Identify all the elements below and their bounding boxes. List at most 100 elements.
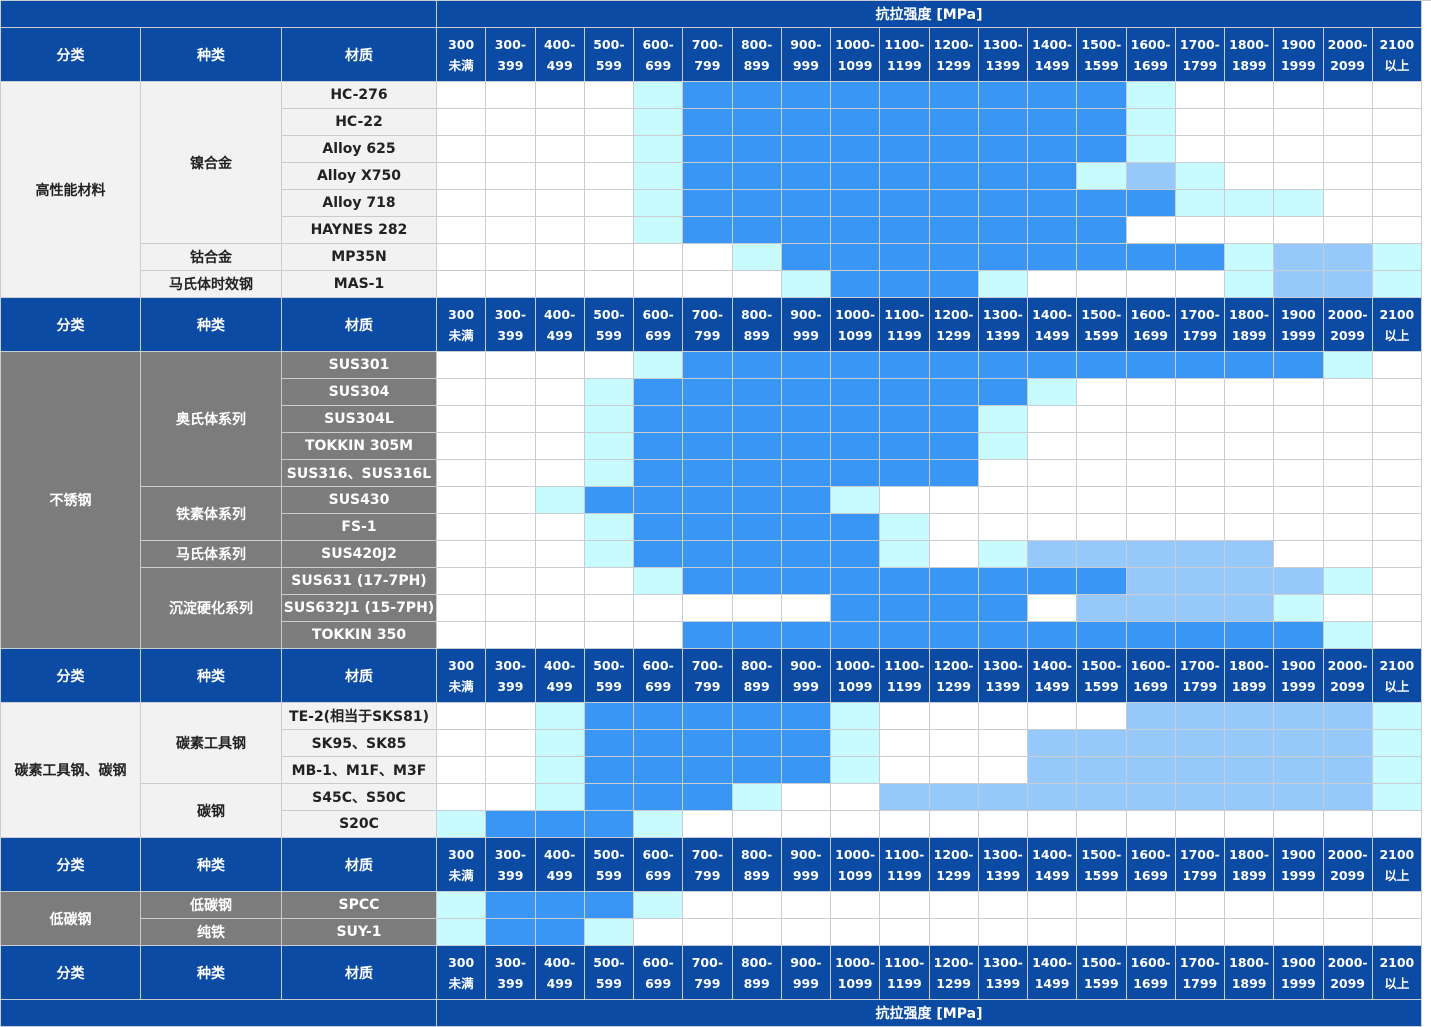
strength-cell — [1323, 622, 1373, 649]
strength-cell — [732, 109, 782, 136]
range-header: 1700- 1799 — [1175, 28, 1225, 82]
strength-cell — [1225, 433, 1275, 460]
range-header-top: 1900 — [1280, 846, 1316, 862]
strength-cell — [1077, 163, 1127, 190]
strength-cell — [1028, 109, 1078, 136]
strength-cell — [1126, 811, 1176, 838]
strength-cell — [683, 811, 733, 838]
range-header-top: 300 — [448, 306, 475, 322]
material-label: SUS420J2 — [282, 541, 437, 568]
header-kind: 种类 — [141, 946, 282, 1000]
strength-cell — [732, 352, 782, 379]
strength-cell — [1077, 352, 1127, 379]
strength-cell — [732, 811, 782, 838]
strength-cell — [1372, 109, 1422, 136]
material-label: Alloy 718 — [282, 190, 437, 217]
strength-cell — [1175, 82, 1225, 109]
range-header: 500- 599 — [584, 298, 634, 352]
strength-cell — [634, 217, 684, 244]
material-label: TOKKIN 350 — [282, 622, 437, 649]
range-header: 900- 999 — [781, 28, 831, 82]
strength-cell — [732, 757, 782, 784]
strength-cell — [929, 406, 979, 433]
strength-cell — [683, 163, 733, 190]
strength-cell — [732, 541, 782, 568]
kind-label: 低碳钢 — [141, 892, 282, 919]
strength-cell — [437, 379, 487, 406]
header-kind: 种类 — [141, 298, 282, 352]
strength-cell — [1372, 136, 1422, 163]
range-header: 800- 899 — [732, 946, 782, 1000]
range-header-bottom: 以上 — [1384, 867, 1410, 883]
kind-label: 纯铁 — [141, 919, 282, 946]
material-label: Alloy X750 — [282, 163, 437, 190]
strength-cell — [732, 784, 782, 811]
strength-cell — [1225, 244, 1275, 271]
range-header-top: 2000- — [1327, 846, 1368, 862]
range-header-top: 1400- — [1032, 36, 1073, 52]
kind-label: 碳钢 — [141, 784, 282, 838]
category-label: 高性能材料 — [1, 82, 141, 298]
material-label: HAYNES 282 — [282, 217, 437, 244]
range-header-bottom: 599 — [595, 867, 622, 883]
strength-cell — [584, 244, 634, 271]
strength-cell — [1077, 622, 1127, 649]
strength-cell — [1175, 136, 1225, 163]
strength-cell — [584, 757, 634, 784]
strength-cell — [1323, 82, 1373, 109]
range-header-bottom: 1499 — [1034, 678, 1070, 694]
strength-cell — [634, 244, 684, 271]
strength-cell — [486, 541, 536, 568]
strength-cell — [1077, 109, 1127, 136]
strength-cell — [1323, 541, 1373, 568]
strength-cell — [1028, 379, 1078, 406]
range-header-bottom: 999 — [792, 867, 819, 883]
strength-cell — [1077, 406, 1127, 433]
strength-cell — [634, 784, 684, 811]
range-header-bottom: 799 — [694, 867, 721, 883]
range-header: 2000- 2099 — [1323, 946, 1373, 1000]
range-header: 300- 399 — [486, 649, 536, 703]
strength-cell — [1028, 811, 1078, 838]
strength-cell — [1175, 244, 1225, 271]
strength-cell — [486, 190, 536, 217]
strength-cell — [1028, 217, 1078, 244]
range-header-bottom: 1099 — [837, 57, 873, 73]
strength-cell — [634, 379, 684, 406]
strength-cell — [1225, 514, 1275, 541]
strength-cell — [683, 190, 733, 217]
range-header: 2100 以上 — [1372, 946, 1422, 1000]
strength-cell — [683, 217, 733, 244]
range-header: 1900 1999 — [1274, 28, 1324, 82]
strength-cell — [880, 352, 930, 379]
range-header-bottom: 399 — [497, 327, 524, 343]
strength-cell — [978, 82, 1028, 109]
range-header-bottom: 1699 — [1133, 327, 1169, 343]
material-label: MAS-1 — [282, 271, 437, 298]
range-header-bottom: 1699 — [1133, 678, 1169, 694]
strength-cell — [880, 217, 930, 244]
range-header-top: 1900 — [1280, 36, 1316, 52]
range-header-top: 1800- — [1229, 846, 1270, 862]
strength-cell — [732, 568, 782, 595]
strength-cell — [634, 514, 684, 541]
strength-cell — [1175, 514, 1225, 541]
strength-cell — [781, 487, 831, 514]
strength-cell — [1274, 595, 1324, 622]
range-header: 2100 以上 — [1372, 298, 1422, 352]
strength-cell — [1126, 784, 1176, 811]
strength-cell — [1175, 703, 1225, 730]
strength-cell — [1126, 622, 1176, 649]
strength-cell — [1175, 217, 1225, 244]
material-label: SUY-1 — [282, 919, 437, 946]
strength-cell — [732, 703, 782, 730]
strength-cell — [437, 190, 487, 217]
strength-cell — [1028, 244, 1078, 271]
strength-cell — [831, 379, 881, 406]
range-header-top: 600- — [642, 846, 674, 862]
strength-cell — [437, 514, 487, 541]
strength-cell — [978, 784, 1028, 811]
range-header-bottom: 1899 — [1231, 678, 1267, 694]
range-header: 700- 799 — [683, 838, 733, 892]
strength-cell — [1175, 352, 1225, 379]
